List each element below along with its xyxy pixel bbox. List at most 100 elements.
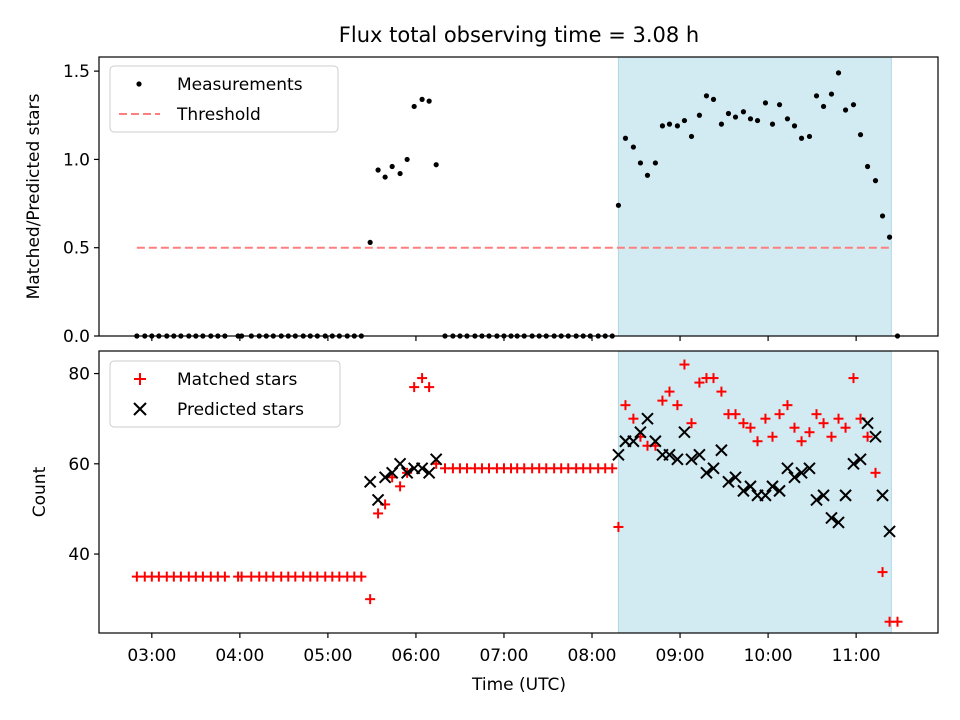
bottom-axes-frame [98, 350, 939, 634]
top-observing-span [617, 56, 892, 337]
measurement-point [426, 98, 432, 104]
predicted-star-point [810, 493, 823, 507]
observing-span-rect [617, 56, 892, 337]
predicted-star-point [693, 448, 706, 461]
predicted-star-point [627, 435, 640, 448]
measurement-point [375, 167, 381, 173]
bottom-legend-box [109, 360, 341, 428]
measurement-point [666, 121, 673, 127]
measurement-points [134, 70, 901, 339]
predicted-star-point [795, 466, 808, 480]
measurement-point [674, 123, 681, 129]
measurement-point [732, 114, 739, 120]
chart-title: Flux total observing time = 3.08 h [339, 23, 699, 47]
matched-star-point [672, 400, 683, 411]
predicted-star-point [832, 516, 845, 529]
predicted-star-point [371, 493, 385, 507]
predicted-star-point [649, 435, 662, 448]
predicted-star-point [678, 426, 691, 439]
matched-star-point [848, 373, 859, 384]
measurement-point [864, 163, 871, 170]
predicted-star-point [744, 480, 757, 493]
legend-threshold-label: Threshold [176, 105, 261, 125]
measurement-point [382, 174, 388, 180]
predicted-star-point [788, 471, 801, 484]
matched-star-point [840, 422, 851, 433]
matched-star-point [657, 395, 668, 406]
matched-star-point [782, 400, 793, 411]
measurement-point [872, 178, 879, 184]
y-tick-label: 80 [68, 365, 90, 385]
y-tick-label: 60 [68, 455, 90, 475]
measurement-point [615, 202, 622, 208]
matched-star-point [774, 409, 785, 420]
measurement-point [696, 112, 703, 118]
predicted-star-point [707, 462, 720, 475]
predicted-star-point [715, 444, 728, 457]
predicted-star-point [671, 453, 684, 466]
measurement-point [411, 103, 417, 110]
measurement-point [622, 135, 629, 141]
matched-star-point [694, 377, 705, 388]
matched-star-point [620, 400, 631, 411]
bottom-x-ticks: 03:00 04:00 05:00 06:00 07:00 08:00 09:00 10:00… [127, 633, 881, 666]
predicted-star-point [861, 416, 874, 430]
predicted-star-point [700, 466, 713, 480]
matched-star-point [796, 436, 807, 447]
measurement-point [740, 109, 747, 115]
predicted-star-point [634, 426, 647, 439]
matched-star-point [373, 508, 384, 519]
matched-star-point [395, 481, 406, 492]
matched-star-point [686, 418, 697, 429]
legend-predicted-marker [133, 402, 147, 416]
measurement-point [404, 156, 410, 163]
x-tick-label: 09:00 [656, 646, 705, 666]
measurement-point [397, 170, 403, 177]
measurement-point [762, 100, 769, 106]
measurement-point [367, 239, 373, 246]
predicted-star-point [847, 457, 860, 471]
bottom-y-axis-label: Count [30, 466, 50, 517]
matched-star-point [417, 373, 428, 384]
matched-star-point [862, 431, 873, 442]
measurement-point [879, 213, 886, 219]
measurement-point [637, 160, 644, 166]
matched-star-point [356, 571, 367, 582]
matched-star-point [607, 463, 618, 474]
x-tick-label: 11:00 [832, 646, 881, 666]
predicted-star-point [722, 475, 735, 489]
bottom-y-ticks: 40 60 80 [68, 365, 99, 565]
predicted-star-point [685, 453, 698, 466]
measurement-point [806, 133, 813, 140]
matched-star-point [679, 359, 690, 370]
matched-star-point [818, 418, 829, 429]
matched-star-point [708, 373, 719, 384]
top-legend: Measurements Threshold [109, 65, 339, 133]
measurement-point [659, 123, 666, 129]
predicted-star-point [869, 430, 882, 443]
matched-star-point [365, 594, 376, 605]
predicted-star-point [839, 489, 852, 502]
measurement-point [419, 96, 425, 102]
x-tick-label: 07:00 [479, 646, 528, 666]
measurement-point [835, 70, 842, 76]
legend-measurements-marker [136, 81, 142, 87]
matched-star-point [892, 616, 903, 627]
measurement-point [776, 102, 783, 108]
x-tick-label: 10:00 [744, 646, 793, 666]
predicted-star-points [363, 412, 896, 538]
matched-star-point [826, 431, 837, 442]
top-panel: 0.0 0.5 1.0 1.5 Matched/Predicted stars Mea… [24, 56, 939, 347]
matched-star-point [767, 431, 778, 442]
measurement-point [747, 116, 754, 122]
matched-star-point [760, 413, 771, 424]
predicted-star-point [817, 489, 830, 502]
legend-matched-label: Matched stars [177, 370, 297, 390]
measurement-point [389, 163, 395, 170]
predicted-star-point [363, 475, 377, 489]
predicted-star-point [876, 489, 889, 502]
measurement-point [842, 107, 849, 113]
matched-star-point [833, 413, 844, 424]
matched-star-point [219, 571, 230, 582]
measurement-point [828, 91, 835, 97]
